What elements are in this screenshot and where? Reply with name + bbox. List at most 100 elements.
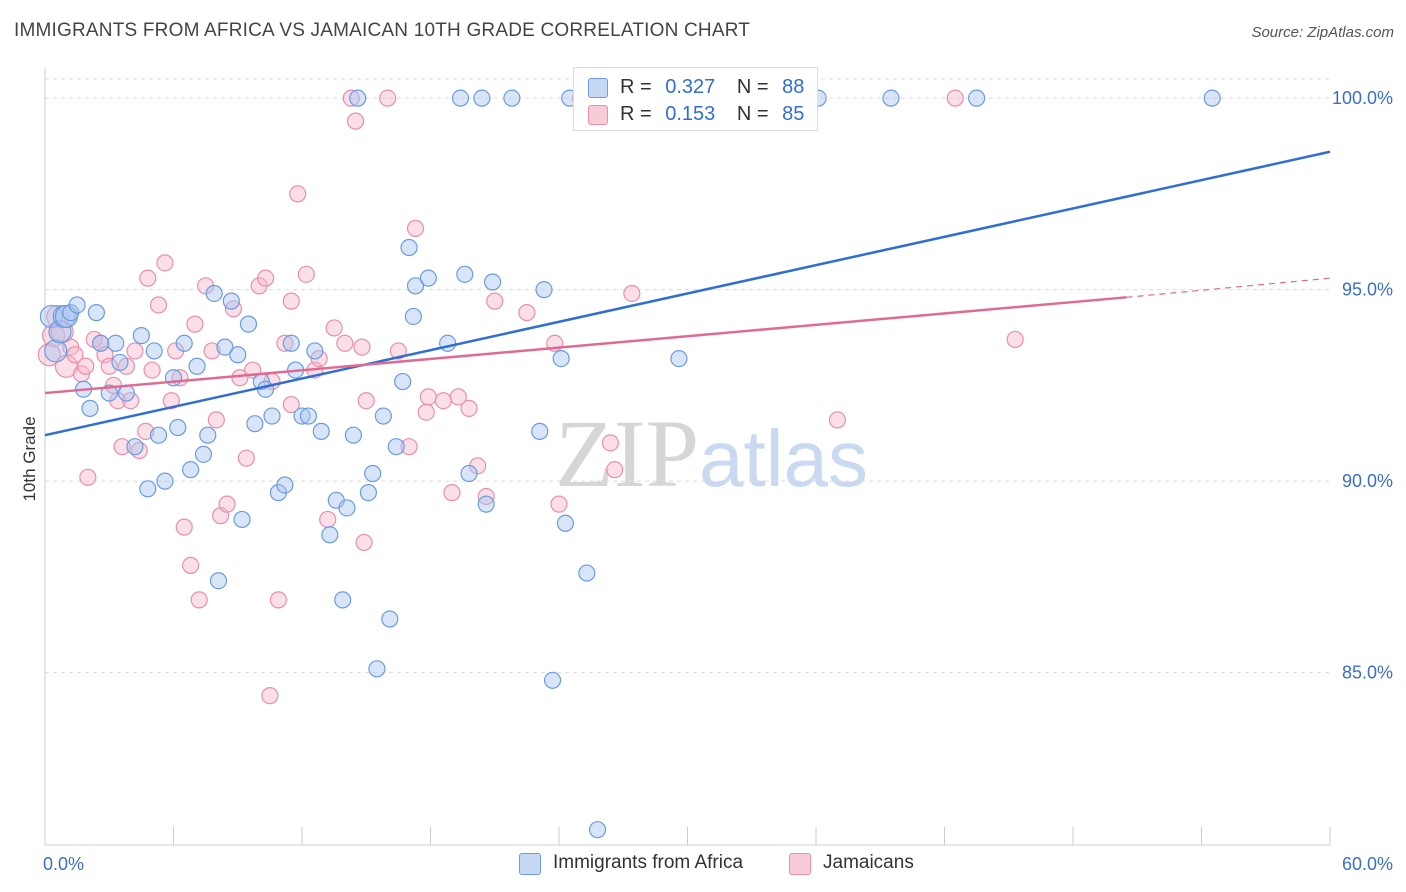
jamaicans-point — [400, 438, 418, 456]
jamaicans-point — [261, 687, 279, 705]
jamaicans-point — [346, 112, 365, 130]
africa-point — [233, 510, 251, 529]
africa-point — [1203, 89, 1221, 107]
jamaicans-point — [336, 334, 354, 352]
series-jamaicans-points — [37, 89, 1024, 705]
series-immigrants-from-africa-points — [39, 89, 1221, 839]
jamaicans-point — [325, 319, 343, 337]
chart-title: IMMIGRANTS FROM AFRICA VS JAMAICAN 10TH … — [14, 20, 751, 41]
jamaicans-point — [175, 518, 193, 536]
africa-point — [359, 484, 377, 502]
africa-point — [126, 438, 144, 456]
africa-point — [484, 273, 502, 291]
africa-point — [169, 418, 187, 437]
africa-point — [139, 480, 157, 498]
jamaicans-point — [518, 304, 536, 322]
africa-point — [473, 89, 491, 107]
jamaicans-point — [207, 411, 225, 429]
africa-point — [404, 307, 422, 326]
africa-point — [182, 461, 200, 479]
jamaicans-point — [139, 269, 157, 287]
r-label: R = — [620, 76, 652, 98]
africa-point — [299, 407, 318, 425]
africa-point — [205, 284, 223, 303]
africa-point — [246, 415, 264, 433]
africa-point — [552, 349, 570, 368]
jamaicans-point — [79, 468, 97, 486]
n-value: 85 — [782, 103, 805, 125]
africa-point — [349, 89, 367, 107]
jamaicans-point — [203, 342, 221, 360]
jamaicans-point — [355, 533, 373, 552]
africa-point — [209, 572, 228, 590]
jamaicans-point — [190, 591, 208, 609]
jamaicans-point — [37, 343, 61, 367]
africa-point — [107, 334, 125, 352]
tick-labels: 85.0% 90.0% 95.0% 100.0% 0.0% 60.0% — [43, 88, 1393, 874]
jamaicans-point — [66, 346, 84, 364]
africa-point — [578, 564, 596, 582]
jamaicans-point — [434, 392, 452, 410]
africa-point — [229, 346, 247, 364]
y-tick-label: 100.0% — [1332, 88, 1393, 108]
jamaicans-point — [389, 342, 407, 360]
africa-point — [156, 472, 174, 490]
jamaicans-point — [417, 403, 435, 421]
watermark-atlas: atlas — [699, 414, 868, 503]
jamaicans-point — [419, 388, 437, 406]
africa-point — [387, 438, 405, 456]
correlation-legend: R = 0.327 N = 88 R = 0.153 N = 85 — [573, 67, 818, 131]
jamaicans-point — [126, 342, 144, 360]
africa-point — [344, 426, 362, 444]
africa-point — [394, 372, 412, 391]
jamaicans-point — [443, 484, 461, 502]
africa-point — [256, 380, 275, 398]
africa-point — [364, 464, 382, 483]
africa-point — [374, 407, 392, 425]
n-label: N = — [736, 103, 769, 125]
africa-point — [531, 422, 549, 440]
africa-point — [306, 342, 324, 360]
axes — [44, 68, 1331, 846]
africa-point — [216, 338, 234, 356]
africa-point — [111, 353, 129, 372]
jamaicans-point — [379, 89, 397, 107]
africa-point — [543, 671, 562, 689]
africa-point — [239, 315, 258, 333]
africa-point — [81, 399, 99, 417]
y-tick-label: 95.0% — [1342, 280, 1393, 300]
africa-point — [535, 281, 553, 299]
jamaicans-swatch — [588, 105, 608, 125]
jamaicans-point — [269, 591, 288, 609]
africa-swatch — [588, 78, 608, 98]
jamaicans-point — [276, 334, 294, 352]
jamaicans-point — [460, 399, 478, 417]
africa-point — [44, 339, 68, 363]
africa-point — [882, 89, 900, 107]
y-tick-label: 90.0% — [1342, 471, 1393, 491]
africa-point — [419, 269, 437, 287]
jamaicans-point — [946, 89, 964, 107]
africa-point — [406, 277, 425, 295]
africa-point — [293, 407, 311, 425]
jamaicans-point — [100, 357, 118, 375]
jamaicans-trend-line — [44, 296, 1127, 395]
jamaicans-point — [297, 265, 315, 283]
jamaicans-trend-extension — [1126, 277, 1331, 298]
jamaicans-point — [623, 284, 641, 303]
jamaicans-point — [606, 461, 624, 479]
jamaicans-point — [282, 395, 300, 414]
africa-point — [400, 238, 418, 257]
jamaicans-point — [256, 269, 275, 287]
africa-point — [276, 476, 294, 494]
africa-point — [338, 499, 356, 517]
jamaicans-point — [143, 361, 161, 379]
africa-point — [149, 426, 168, 444]
jamaicans-point — [182, 556, 200, 575]
source-label: Source: ZipAtlas.com — [1251, 24, 1394, 41]
africa-point — [451, 89, 470, 107]
africa-point — [588, 821, 607, 839]
africa-point — [968, 89, 986, 107]
jamaicans-point — [406, 219, 425, 237]
